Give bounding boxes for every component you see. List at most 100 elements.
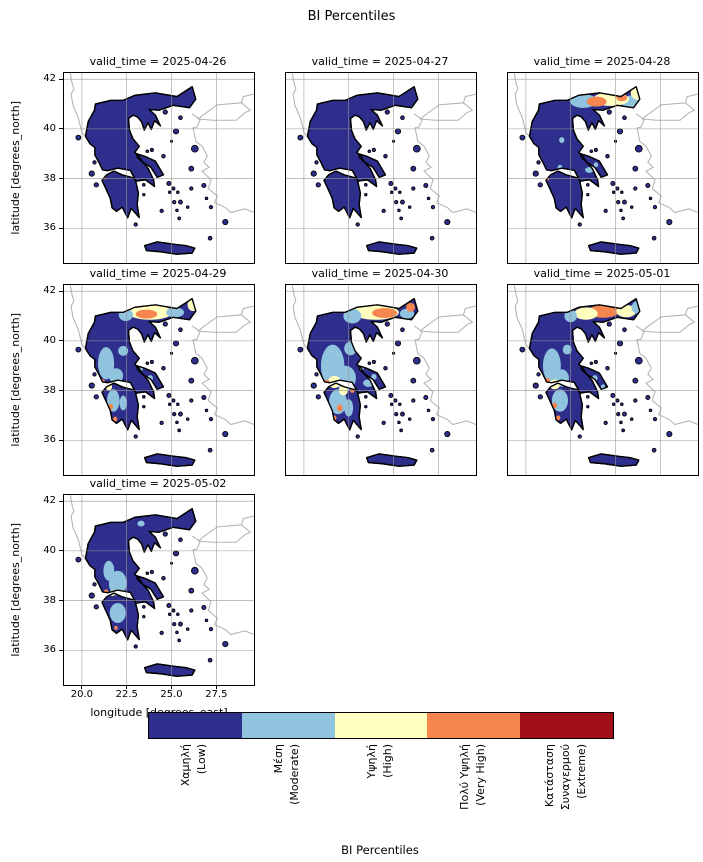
greece-map-svg xyxy=(286,285,476,475)
coastline-outline xyxy=(84,86,197,255)
colorbar-label-line: Συναγερμού xyxy=(558,744,572,811)
danger-overlays xyxy=(542,301,643,421)
x-tick-label: 25.0 xyxy=(160,689,183,700)
colorbar-category-label: Πολύ Υψηλή (Very High) xyxy=(457,744,489,810)
x-tick-label: 20.0 xyxy=(70,689,94,700)
coastline-outline xyxy=(306,86,419,255)
y-tick-label: 40 xyxy=(43,122,56,134)
coastline-outline xyxy=(528,298,641,467)
facet-2: valid_time = 2025-04-27 xyxy=(285,55,477,264)
y-tick-label: 38 xyxy=(43,172,56,184)
gridlines xyxy=(508,73,698,263)
facet-6: valid_time = 2025-05-01 xyxy=(507,267,699,476)
y-tick-mark xyxy=(59,500,63,502)
neighbour-coastlines xyxy=(513,73,698,214)
colorbar-segment-5 xyxy=(520,713,613,738)
map-plot: 36 38 40 42 latitude [degrees_north] xyxy=(9,284,255,476)
colorbar-label-line: (High) xyxy=(381,744,394,778)
y-tick-mark xyxy=(59,550,63,552)
y-tick-label: 40 xyxy=(43,334,56,346)
colorbar-label-line: Μέση xyxy=(272,744,286,774)
facet-title: valid_time = 2025-04-30 xyxy=(311,267,449,280)
greece-map-svg xyxy=(508,73,698,263)
colorbar-category-label: Κατάσταση Συναγερμού (Extreme) xyxy=(542,744,590,810)
y-tick-label: 38 xyxy=(43,384,56,396)
neighbour-coastlines xyxy=(291,285,476,426)
colorbar-category-label: Υψηλή (High) xyxy=(364,744,396,778)
gridlines xyxy=(64,285,254,475)
colorbar-segment-1 xyxy=(149,713,242,738)
map-plot: 36 38 40 42 latitude [degrees_north] xyxy=(9,72,255,264)
map-plot: 36 38 40 42 latitude [degrees_north] 20.0 22.5… xyxy=(9,494,255,719)
x-tick-mark xyxy=(81,685,83,689)
y-axis-label: latitude [degrees_north] xyxy=(8,73,22,263)
coastline-outline xyxy=(528,86,641,255)
map-plot xyxy=(285,72,477,264)
y-axis-label-text: latitude [degrees_north] xyxy=(8,313,22,447)
colorbar-label-line: (Moderate) xyxy=(288,744,302,805)
greece-map-svg xyxy=(64,73,254,263)
neighbour-coastlines xyxy=(513,285,698,426)
land-low-fill xyxy=(519,86,673,255)
y-tick-mark xyxy=(59,600,63,602)
coastline-outline xyxy=(84,298,197,467)
colorbar-label-line: Πολύ Υψηλή xyxy=(457,744,471,810)
colorbar-title: BI Percentiles xyxy=(341,843,419,857)
facet-title: valid_time = 2025-05-01 xyxy=(533,267,671,280)
y-tick-mark xyxy=(59,649,63,651)
gridlines xyxy=(286,285,476,475)
x-tick-mark xyxy=(126,685,128,689)
facet-title: valid_time = 2025-04-26 xyxy=(89,55,227,68)
colorbar-category-label: Μέση (Moderate) xyxy=(271,744,303,805)
y-tick-mark xyxy=(59,340,63,342)
y-tick-label: 42 xyxy=(43,495,56,507)
colorbar-label-line: (Low) xyxy=(195,744,209,775)
y-tick-label: 36 xyxy=(43,434,56,446)
x-tick-mark xyxy=(171,685,173,689)
colorbar-category-label: Χαμηλή (Low) xyxy=(178,744,210,786)
colorbar xyxy=(148,712,614,739)
map-plot xyxy=(507,72,699,264)
facet-title: valid_time = 2025-04-29 xyxy=(89,267,227,280)
colorbar-label-line: Χαμηλή xyxy=(179,744,193,787)
map-plot xyxy=(285,284,477,476)
gridlines xyxy=(508,285,698,475)
gridlines xyxy=(286,73,476,263)
greece-map-svg xyxy=(508,285,698,475)
gridlines xyxy=(64,73,254,263)
facet-1: valid_time = 2025-04-26 36 38 40 42 latitude … xyxy=(9,55,255,264)
coastline-outline xyxy=(306,298,419,467)
facet-title: valid_time = 2025-05-02 xyxy=(89,477,227,490)
greece-map-svg xyxy=(286,73,476,263)
figure-title: BI Percentiles xyxy=(307,9,396,24)
coastline-outline xyxy=(84,508,197,677)
colorbar-segment-2 xyxy=(241,713,335,738)
facet-title: valid_time = 2025-04-27 xyxy=(311,55,449,68)
facet-7: valid_time = 2025-05-02 36 38 40 42 latitude … xyxy=(9,477,255,719)
colorbar-label-line: Υψηλή xyxy=(365,744,378,779)
colorbar-segment-4 xyxy=(427,713,521,738)
greece-map-svg xyxy=(64,285,254,475)
y-tick-mark xyxy=(59,439,63,441)
x-tick-mark xyxy=(215,685,217,689)
y-tick-label: 42 xyxy=(43,73,56,85)
greece-map-svg xyxy=(64,495,254,685)
facet-4: valid_time = 2025-04-29 36 38 40 42 latitude … xyxy=(9,267,255,476)
y-axis-label: latitude [degrees_north] xyxy=(8,495,22,685)
y-tick-label: 36 xyxy=(43,222,56,234)
colorbar-labels: Χαμηλή (Low) Μέση (Moderate) Υψηλή (High) Πολύ… xyxy=(0,744,703,840)
y-axis-label-text: latitude [degrees_north] xyxy=(8,101,22,235)
y-tick-label: 42 xyxy=(43,285,56,297)
neighbour-coastlines xyxy=(69,495,254,636)
y-tick-label: 38 xyxy=(43,594,56,606)
neighbour-coastlines xyxy=(69,285,254,426)
facet-title: valid_time = 2025-04-28 xyxy=(533,55,671,68)
colorbar-label-line: (Very High) xyxy=(473,744,487,806)
y-tick-mark xyxy=(59,178,63,180)
facet-5: valid_time = 2025-04-30 xyxy=(285,267,477,476)
x-tick-label: 22.5 xyxy=(115,689,138,700)
map-plot xyxy=(507,284,699,476)
y-axis-label-text: latitude [degrees_north] xyxy=(8,523,22,657)
y-tick-label: 36 xyxy=(43,644,56,656)
